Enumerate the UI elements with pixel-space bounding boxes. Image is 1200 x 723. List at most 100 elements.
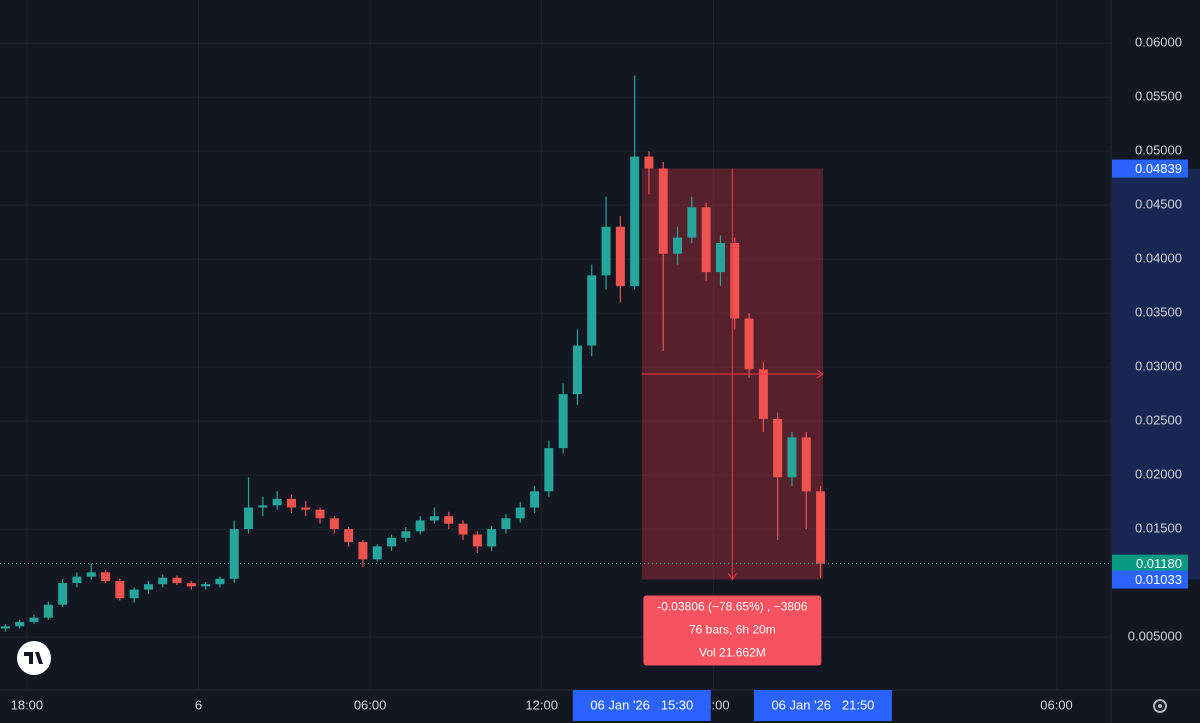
candle — [744, 313, 754, 378]
logo-bg — [17, 641, 51, 675]
settings-icon — [1153, 699, 1167, 713]
x-tick-label: 18:00 — [11, 697, 44, 712]
candle — [15, 619, 25, 629]
candle — [687, 196, 697, 243]
candle — [244, 477, 254, 534]
candle-body — [372, 546, 382, 560]
candle-body — [687, 207, 697, 238]
candle-body — [72, 576, 82, 584]
x-tick-label: 06:00 — [354, 697, 387, 712]
candle — [315, 507, 325, 524]
candle — [587, 264, 597, 357]
candle — [630, 75, 640, 290]
y-tick-label: 0.02000 — [1135, 467, 1182, 482]
candle-body — [387, 537, 397, 547]
candle-body — [730, 242, 740, 319]
price-tag — [1112, 554, 1188, 573]
candle — [344, 526, 354, 547]
candle-body — [358, 542, 368, 560]
candle-body — [558, 394, 568, 449]
candle — [201, 582, 211, 590]
candle-body — [544, 448, 554, 492]
candle — [329, 516, 339, 534]
y-tick-label: 0.05500 — [1135, 89, 1182, 104]
x-tick-label: 6 — [195, 697, 202, 712]
candle-body — [472, 534, 482, 547]
candle-body — [487, 529, 497, 547]
candle — [429, 507, 439, 524]
candle — [401, 526, 411, 543]
candle-body — [673, 237, 683, 254]
candle — [229, 520, 239, 584]
candle-body — [229, 529, 239, 579]
candle — [816, 485, 826, 578]
y-tick-label: 0.04000 — [1135, 251, 1182, 266]
candle — [272, 491, 282, 510]
candle-body — [458, 523, 468, 535]
x-tick-label: 06:00 — [1040, 697, 1073, 712]
axis-highlight — [1112, 168, 1200, 580]
candle-body — [816, 491, 826, 564]
price-tag — [1112, 159, 1188, 178]
candle-body — [444, 516, 454, 524]
candle-body — [286, 498, 296, 508]
candle — [387, 534, 397, 551]
candle — [558, 383, 568, 454]
candle — [58, 578, 68, 607]
candle — [129, 587, 139, 603]
candle — [773, 412, 783, 540]
candle — [215, 576, 225, 588]
time-tag-label: 06 Jan '26 21:50 — [771, 697, 874, 712]
measure-arrow — [816, 369, 824, 379]
x-tick-label: 12:00 — [525, 697, 558, 712]
y-tick-label: 0.06000 — [1135, 35, 1182, 50]
candle-body — [86, 572, 96, 577]
candle — [601, 196, 611, 290]
price-tag-label: 0.01033 — [1135, 572, 1182, 587]
y-tick-label: 0.04500 — [1135, 197, 1182, 212]
candle-body — [58, 583, 68, 605]
candle-body — [615, 226, 625, 287]
candle-body — [272, 498, 282, 506]
candle-body — [101, 572, 111, 581]
candle-body — [15, 621, 25, 627]
candle-body — [315, 509, 325, 519]
candle — [458, 520, 468, 540]
y-tick-label: 0.01500 — [1135, 521, 1182, 536]
measure-text: Vol 21.662M — [699, 646, 766, 660]
y-tick-label: 0.005000 — [1128, 629, 1182, 644]
candle-body — [258, 505, 268, 508]
logo-mark — [24, 652, 43, 664]
candle — [644, 151, 654, 195]
candle — [286, 494, 296, 513]
candle — [415, 516, 425, 535]
candle — [158, 574, 168, 588]
candle — [115, 578, 125, 601]
candle — [29, 614, 39, 625]
price-tag — [1112, 570, 1188, 589]
candle — [358, 539, 368, 567]
candle — [530, 485, 540, 513]
candle — [572, 329, 582, 405]
measure-arrow — [727, 573, 737, 581]
candle — [86, 563, 96, 580]
candle — [143, 580, 153, 594]
candle — [372, 544, 382, 562]
candle — [701, 203, 711, 281]
candle-body — [715, 242, 725, 273]
candle — [673, 226, 683, 265]
candle-body — [201, 584, 211, 587]
time-tag — [572, 690, 711, 721]
candle-body — [401, 531, 411, 538]
candle-body — [658, 168, 668, 254]
candle-body — [43, 604, 53, 618]
candle — [544, 440, 554, 497]
y-tick-label: 0.02500 — [1135, 413, 1182, 428]
candle — [101, 570, 111, 584]
measure-tooltip — [643, 595, 822, 666]
logo — [17, 641, 51, 675]
y-tick-label: 0.05000 — [1135, 143, 1182, 158]
candle-body — [758, 369, 768, 419]
candle-body — [215, 578, 225, 585]
